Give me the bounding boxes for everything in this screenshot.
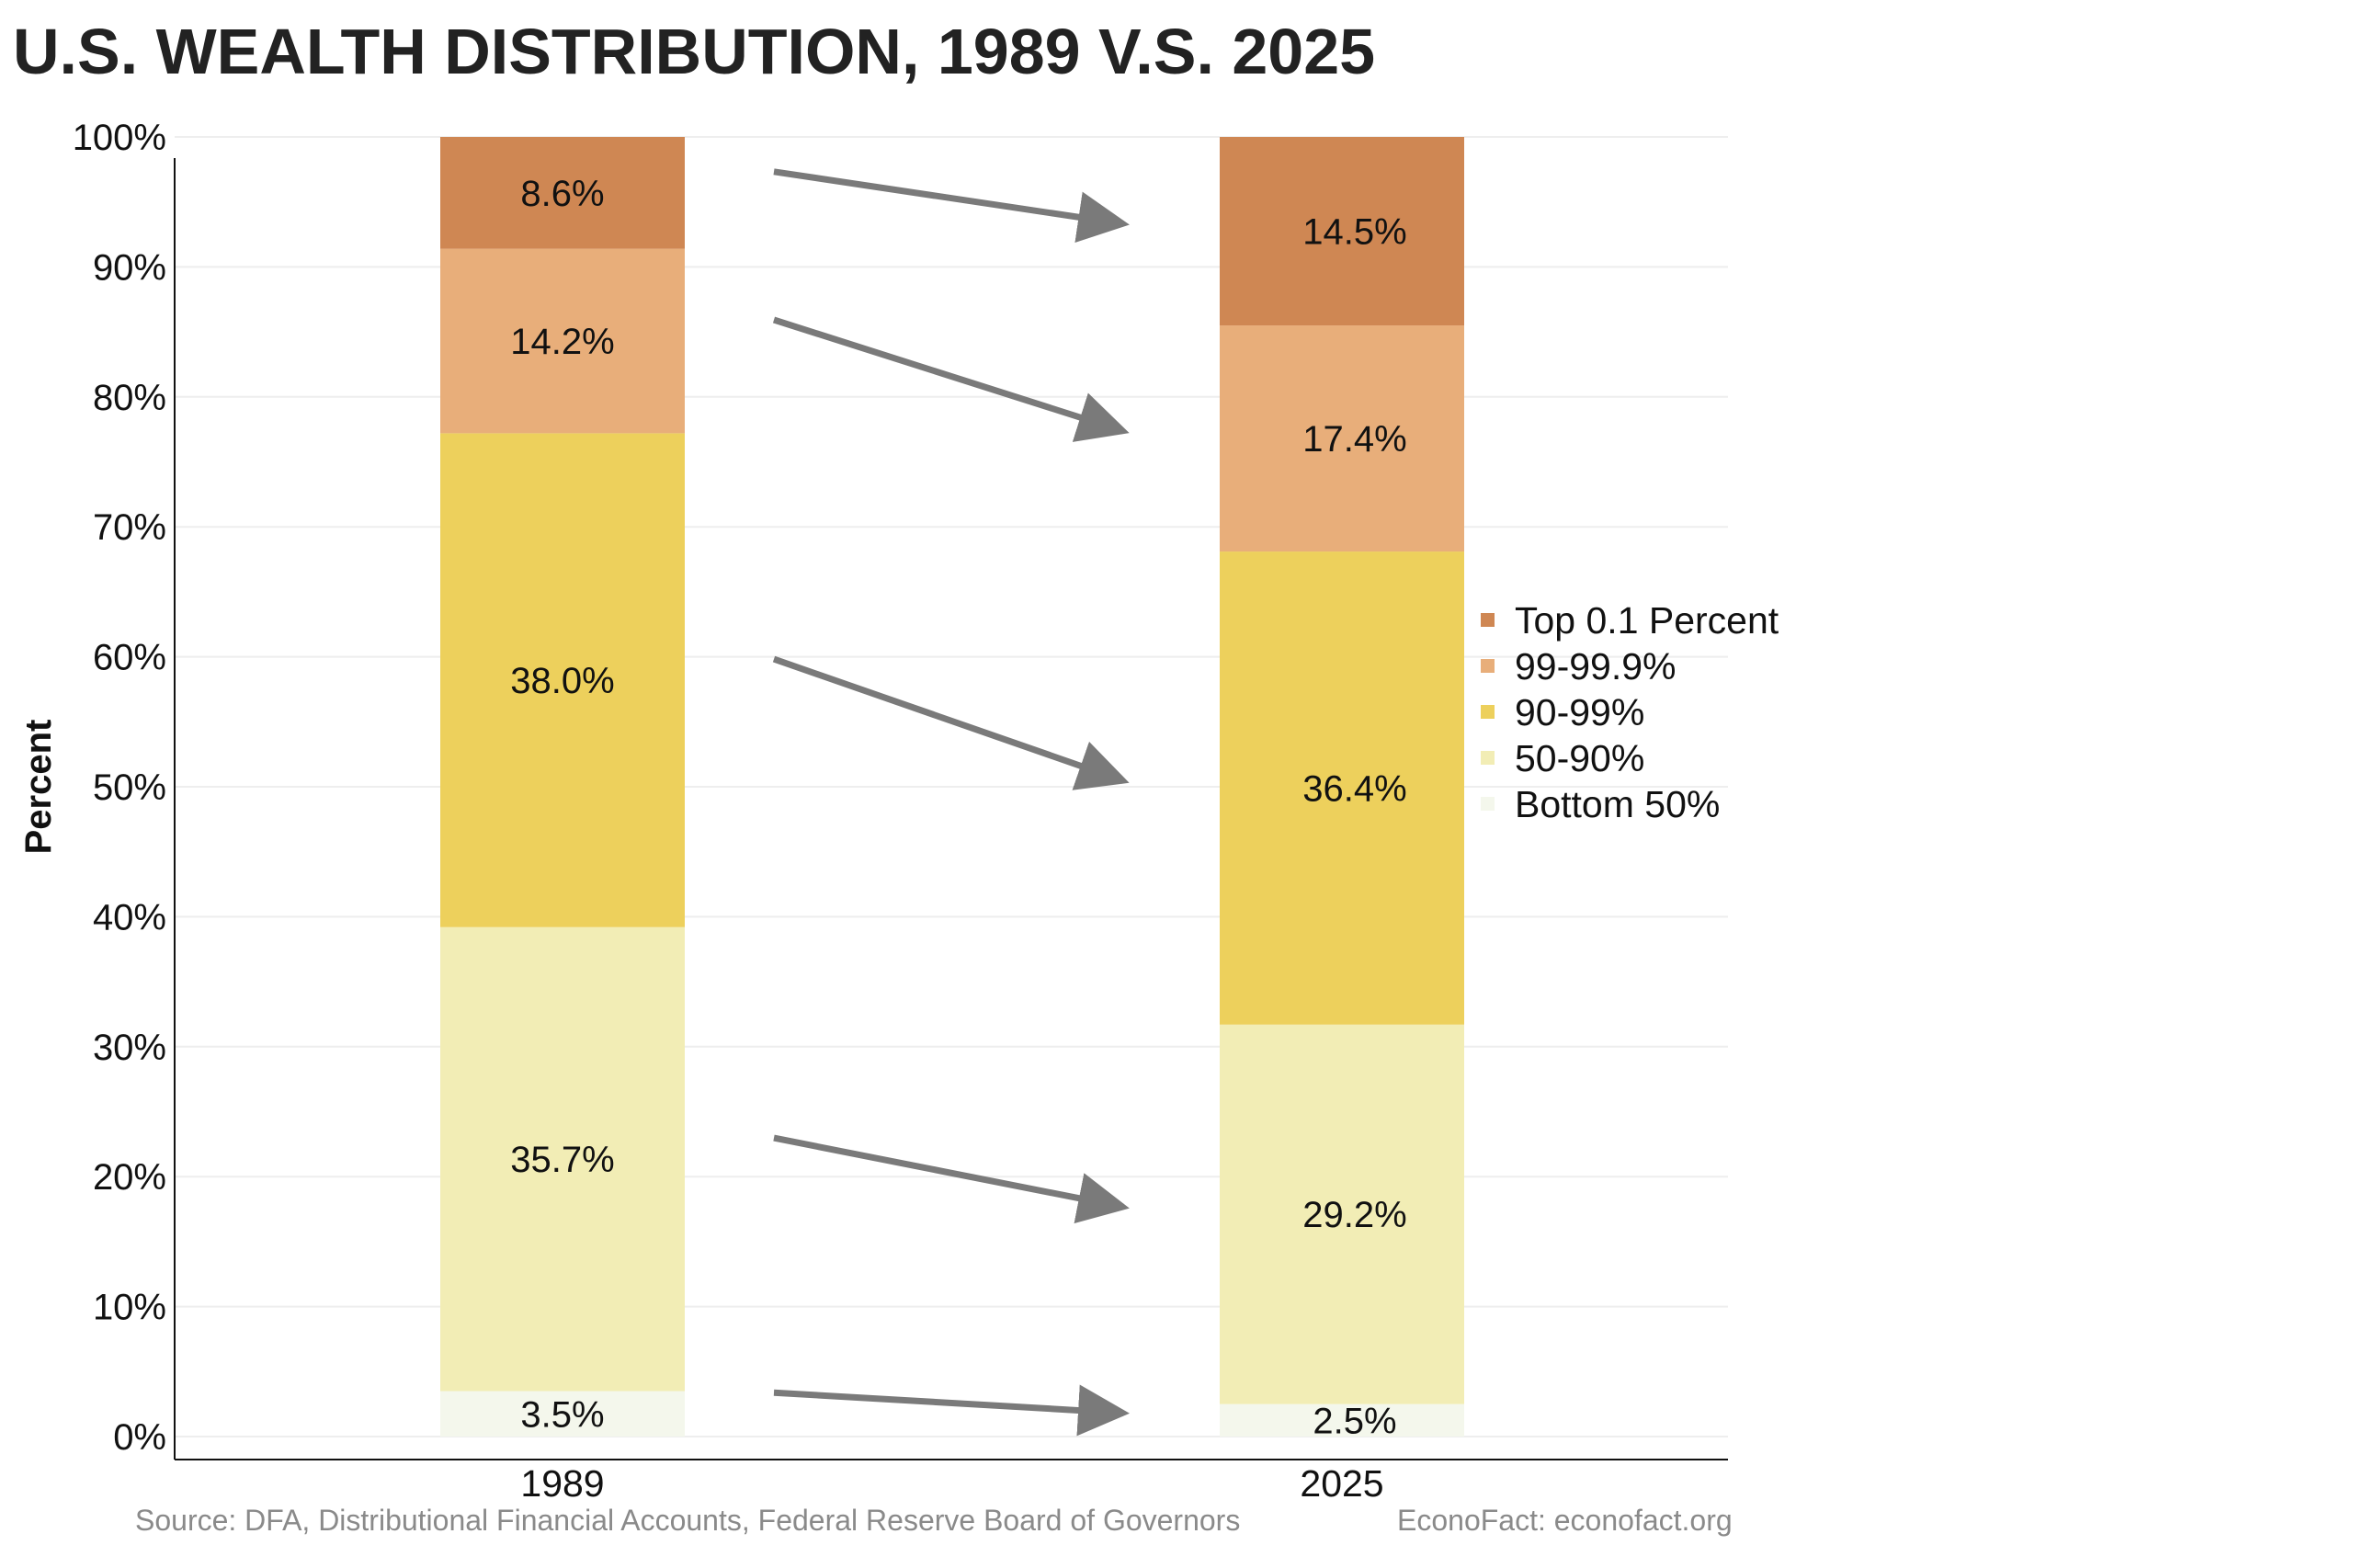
x-tick-label-1989: 1989 [520, 1462, 604, 1505]
bar-segment-2025-top-0-1-percent [1220, 137, 1464, 326]
chart-title: U.S. WEALTH DISTRIBUTION, 1989 V.S. 2025 [13, 16, 1376, 87]
y-axis-title: Percent [18, 720, 59, 855]
arrow-top-0-1-percent [773, 168, 1130, 243]
bar-segment-1989-top-0-1-percent [440, 137, 685, 249]
y-tick-label-100: 100% [73, 118, 166, 158]
data-label-1989-top-0-1-percent: 8.6% [520, 174, 604, 214]
data-label-2025-50-90: 29.2% [1302, 1195, 1406, 1235]
y-tick-label-90: 90% [93, 247, 166, 288]
bar-segment-2025-50-90 [1220, 1024, 1464, 1404]
arrow-99-99-9 [772, 316, 1130, 442]
legend: Top 0.1 Percent99-99.9%90-99%50-90%Botto… [1481, 599, 1779, 825]
data-labels: 3.5% 35.7% 38.0% 14.2% 8.6% 2.5% 29.2% 36.4% 17.… [510, 174, 1406, 1442]
y-tick-label-60: 60% [93, 638, 166, 678]
bar-segment-1989-99-99-9 [440, 248, 685, 434]
data-label-1989-50-90: 35.7% [510, 1140, 614, 1180]
legend-swatch-bottom-50 [1481, 797, 1495, 811]
y-tick-label-70: 70% [93, 507, 166, 548]
bar-segment-1989-90-99 [440, 433, 685, 927]
y-tick-label-80: 80% [93, 378, 166, 418]
arrow-bottom-50 [773, 1384, 1130, 1437]
legend-label-top-0-1-percent: Top 0.1 Percent [1515, 599, 1779, 642]
data-label-1989-bottom-50: 3.5% [520, 1394, 604, 1435]
y-tick-label-20: 20% [93, 1157, 166, 1198]
y-tick-label-40: 40% [93, 897, 166, 937]
data-label-2025-99-99-9: 17.4% [1302, 419, 1406, 460]
bar-segment-2025-bottom-50 [1220, 1403, 1464, 1437]
bar-segment-1989-50-90 [440, 926, 685, 1392]
arrow-50-90 [773, 1134, 1130, 1224]
y-tick-label-30: 30% [93, 1028, 166, 1068]
legend-label-90-99: 90-99% [1515, 691, 1644, 733]
data-label-1989-90-99: 38.0% [510, 661, 614, 701]
data-label-1989-99-99-9: 14.2% [510, 322, 614, 362]
comparison-arrows [772, 168, 1130, 1437]
legend-label-99-99-9: 99-99.9% [1515, 645, 1677, 687]
y-tick-label-50: 50% [93, 767, 166, 808]
legend-swatch-top-0-1-percent [1481, 613, 1495, 627]
credit-note: EconoFact: econofact.org [1397, 1504, 1733, 1537]
legend-label-50-90: 50-90% [1515, 737, 1644, 779]
y-tick-label-10: 10% [93, 1288, 166, 1328]
bar-segment-2025-99-99-9 [1220, 325, 1464, 552]
legend-swatch-99-99-9 [1481, 659, 1495, 673]
axes: 0% 10% 20% 30% 40% 50% 60% 70% 80% 90% 100% Percent… [18, 118, 1728, 1505]
source-note: Source: DFA, Distributional Financial Ac… [135, 1504, 1241, 1537]
arrow-90-99 [772, 655, 1130, 790]
legend-swatch-50-90 [1481, 751, 1495, 765]
data-label-2025-bottom-50: 2.5% [1313, 1401, 1396, 1441]
bar-segment-1989-bottom-50 [440, 1391, 685, 1437]
gridlines [175, 136, 1728, 1437]
bars [440, 137, 1464, 1437]
data-label-2025-top-0-1-percent: 14.5% [1302, 212, 1406, 253]
y-tick-label-0: 0% [113, 1417, 166, 1458]
legend-label-bottom-50: Bottom 50% [1515, 783, 1720, 825]
bar-segment-2025-90-99 [1220, 551, 1464, 1025]
data-label-2025-90-99: 36.4% [1302, 768, 1406, 809]
legend-swatch-90-99 [1481, 705, 1495, 719]
x-tick-label-2025: 2025 [1300, 1462, 1383, 1505]
